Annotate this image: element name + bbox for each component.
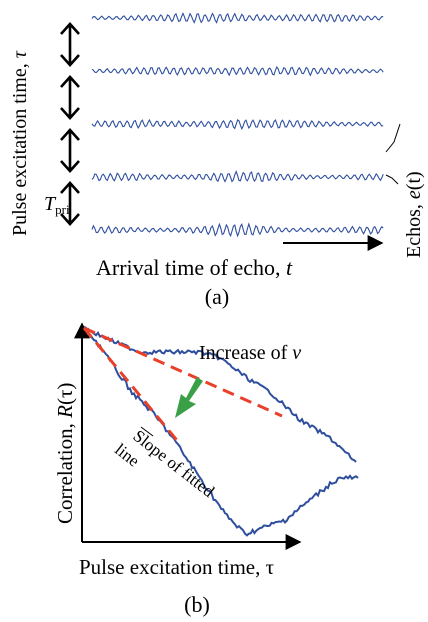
echo-trace [91, 118, 384, 131]
interval-arrow [60, 75, 80, 120]
echo-traces [91, 12, 384, 238]
echo-leader-line-lower [385, 174, 399, 185]
panel-b-y-axis-label: Correlation, R(τ) [53, 383, 77, 524]
correlation-curve-slow [83, 327, 357, 463]
increase-label: Increase of v [199, 342, 301, 364]
tpri-label: Tpri [44, 193, 70, 217]
fitted-line-slow [83, 326, 283, 418]
panel-a-caption: (a) [205, 284, 229, 309]
slope-leader-line [140, 426, 154, 437]
echo-trace [91, 170, 384, 183]
panel-a-x-axis-label: Arrival time of echo, t [96, 255, 293, 280]
increase-arrow [175, 377, 203, 418]
echo-label: Echos, e(t) [403, 171, 425, 258]
echo-trace [91, 66, 384, 77]
interval-arrows [60, 22, 80, 226]
correlation-curve-fast [83, 325, 359, 537]
panel-a-y-axis-label: Pulse excitation time, τ [9, 50, 31, 236]
interval-arrow [60, 22, 80, 67]
fitted-line-fast [82, 327, 182, 445]
interval-arrow [60, 128, 80, 173]
panel-b: Correlation, R(τ) Increase of v Slope of… [53, 322, 359, 617]
slope-label: Slope of fitted line [111, 422, 221, 521]
echo-trace [91, 222, 384, 238]
echo-leader-line-upper [385, 123, 401, 153]
interval-arrow [60, 181, 80, 226]
panel-a: Pulse excitation time, τ Tpri Echos, e(t… [9, 12, 425, 309]
echo-trace [91, 12, 384, 24]
panel-b-caption: (b) [184, 592, 210, 617]
panel-b-x-axis-label: Pulse excitation time, τ [79, 555, 274, 579]
